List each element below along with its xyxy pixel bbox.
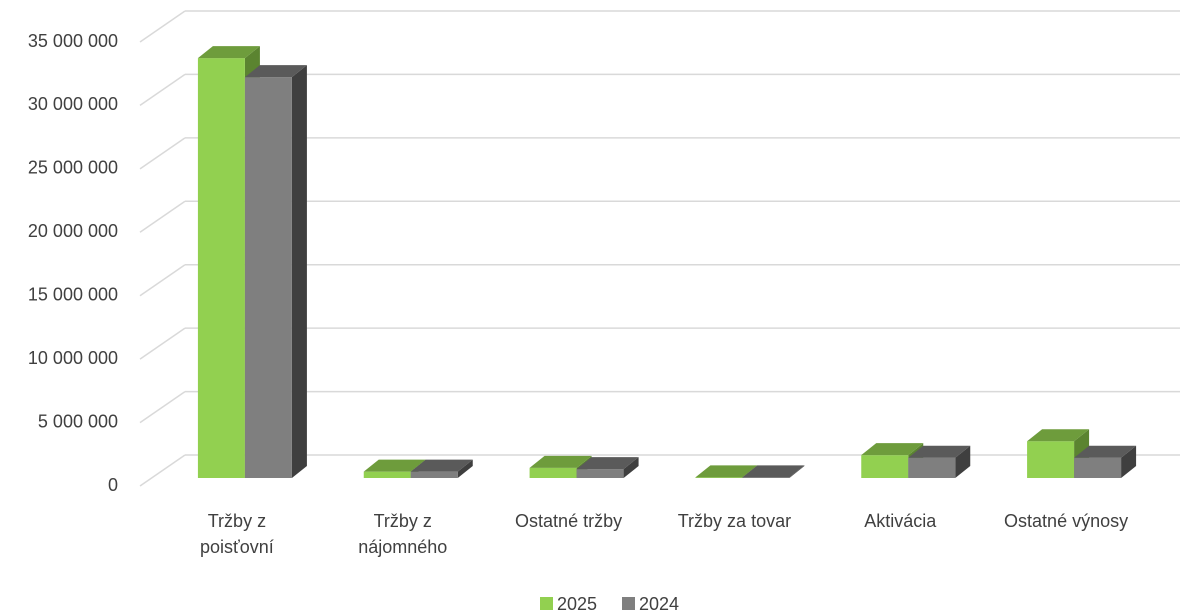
- y-tick-label: 0: [108, 475, 118, 495]
- x-tick-label: Tržby za tovar: [677, 511, 792, 531]
- bar-top: [576, 457, 639, 470]
- bar-top: [529, 455, 592, 468]
- bar: [576, 469, 624, 478]
- bar: [363, 471, 411, 478]
- bar-top: [742, 465, 805, 478]
- bar-top: [861, 443, 924, 456]
- grid-line: [139, 327, 186, 360]
- y-tick-label: 10 000 000: [28, 348, 118, 368]
- y-tick-label: 5 000 000: [38, 411, 118, 431]
- bar: [908, 457, 956, 478]
- bar-top: [1074, 445, 1137, 458]
- y-tick-label: 15 000 000: [28, 284, 118, 304]
- legend-label: 2024: [639, 594, 679, 614]
- x-tick-label: Tržby z nájomného: [358, 511, 448, 557]
- grid-line: [139, 10, 186, 43]
- bar-side: [789, 465, 805, 478]
- y-tick-label: 25 000 000: [28, 158, 118, 178]
- bar: [197, 58, 245, 479]
- bar-side: [955, 445, 971, 478]
- bar-top: [908, 445, 971, 458]
- bar: [695, 477, 743, 478]
- legend-label: 2025: [557, 594, 597, 614]
- x-tick-label: Tržby z poisťovní: [200, 511, 274, 557]
- legend-swatch: [622, 597, 635, 610]
- bar-top: [363, 459, 426, 472]
- grid-line: [139, 264, 186, 297]
- y-tick-label: 20 000 000: [28, 221, 118, 241]
- bar: [742, 477, 790, 478]
- bar: [244, 77, 292, 478]
- bar-side: [1121, 445, 1137, 478]
- grid-line: [139, 73, 186, 107]
- grid-line: [139, 200, 186, 233]
- bar: [1074, 457, 1122, 478]
- bar-side: [291, 65, 307, 478]
- bar-top: [410, 459, 473, 472]
- grid-line: [139, 390, 186, 424]
- bar-top: [1027, 429, 1090, 442]
- y-tick-label: 35 000 000: [28, 31, 118, 51]
- bar-side: [457, 459, 473, 478]
- legend-swatch: [540, 597, 553, 610]
- grid-line: [139, 454, 186, 487]
- bar: [1027, 441, 1075, 478]
- x-tick-label: Aktivácia: [864, 511, 937, 531]
- bar: [410, 471, 458, 478]
- bar-top: [695, 465, 758, 478]
- bar-top: [197, 46, 260, 59]
- bar: [861, 455, 909, 478]
- x-tick-label: Ostatné výnosy: [1004, 511, 1129, 531]
- bar-side: [623, 457, 639, 478]
- grid-line: [139, 137, 186, 170]
- x-tick-label: Ostatné tržby: [515, 511, 623, 531]
- y-tick-label: 30 000 000: [28, 94, 118, 114]
- bar-top: [244, 65, 307, 78]
- bar: [529, 467, 577, 478]
